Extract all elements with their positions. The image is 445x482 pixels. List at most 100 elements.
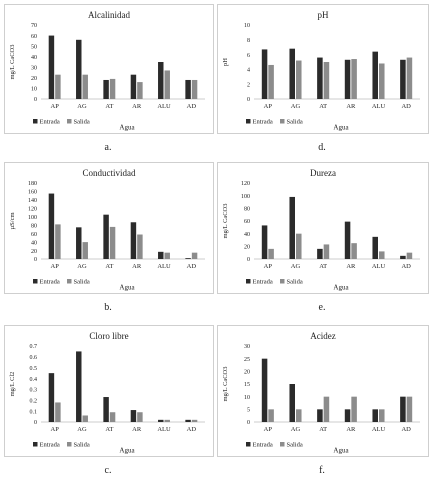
y-axis-label: pH — [222, 58, 229, 66]
bar-salida-at — [109, 412, 116, 422]
bar-entrada-ag — [76, 227, 82, 259]
x-tick-label: AG — [77, 426, 87, 433]
bar-entrada-ap — [48, 35, 55, 99]
y-tick-label: 40 — [31, 240, 37, 246]
chart-title: Alcalinidad — [88, 10, 130, 20]
x-axis-label: Agua — [119, 447, 135, 455]
y-tick-label: 60 — [244, 219, 250, 225]
chart-svg: Alcalinidad mg/L CaCO3 0 10 20 30 40 50 60 70 AP AG… — [9, 10, 205, 132]
x-tick-label: AT — [105, 426, 113, 433]
y-tick-label: 0 — [247, 97, 250, 103]
legend-label: Entrada — [253, 119, 273, 126]
panel-caption: a. — [104, 142, 112, 153]
panel-caption: e. — [318, 302, 326, 313]
y-tick-label: 0.4 — [30, 377, 38, 383]
x-tick-label: AD — [187, 426, 197, 433]
x-tick-label: ALU — [157, 263, 171, 270]
bar-salida-ad — [191, 252, 198, 259]
chart-title: Conductividad — [83, 168, 136, 178]
y-tick-label: 15 — [244, 382, 250, 388]
bar-entrada-at — [103, 397, 109, 422]
legend-swatch — [33, 442, 38, 447]
bar-salida-at — [109, 226, 116, 259]
bar-salida-ar — [137, 234, 143, 259]
legend-label: Entrada — [40, 279, 60, 286]
legend-swatch — [246, 442, 251, 447]
chart-panel-1: Alcalinidad mg/L CaCO3 0 10 20 30 40 50 60 70 AP AG… — [4, 4, 214, 134]
bar-entrada-alu — [158, 419, 164, 422]
bar-entrada-ag — [76, 39, 82, 99]
x-tick-label: AR — [132, 263, 142, 270]
bar-salida-ad — [191, 79, 198, 99]
legend-swatch — [67, 279, 72, 284]
y-tick-label: 140 — [28, 198, 37, 204]
bar-entrada-ad — [400, 396, 406, 422]
chart-title: Dureza — [310, 168, 336, 178]
y-axis-label: mg/L Cl2 — [9, 372, 16, 397]
x-tick-label: AP — [51, 263, 60, 270]
bar-entrada-ap — [261, 49, 268, 99]
bar-salida-ap — [268, 64, 274, 99]
y-tick-label: 70 — [31, 23, 37, 29]
y-tick-label: 20 — [244, 245, 250, 251]
panel-caption: c. — [104, 465, 112, 476]
legend-swatch — [33, 279, 38, 284]
x-tick-label: AP — [51, 426, 60, 433]
x-axis-label: Agua — [333, 124, 349, 132]
x-tick-label: AG — [291, 426, 301, 433]
x-tick-label: AT — [319, 103, 327, 110]
legend-label: Entrada — [40, 119, 60, 126]
x-tick-label: AP — [51, 103, 60, 110]
x-tick-label: AD — [401, 103, 411, 110]
x-tick-label: ALU — [372, 426, 386, 433]
chart-svg: Acidez mg/L CaCO3 0 5 10 15 20 25 30 AP AG AT AR ALU A… — [222, 331, 420, 455]
bar-salida-ar — [137, 82, 143, 99]
bar-entrada-ar — [344, 59, 351, 99]
legend-swatch — [33, 119, 38, 124]
y-axis-label: mg/L CaCO3 — [222, 367, 229, 402]
bar-salida-ap — [55, 402, 61, 422]
bar-salida-at — [323, 244, 330, 259]
x-tick-label: AP — [264, 103, 273, 110]
y-tick-label: 0.6 — [30, 355, 38, 361]
x-axis-label: Agua — [333, 447, 349, 455]
x-tick-label: AR — [346, 426, 356, 433]
y-tick-label: 0 — [34, 420, 37, 426]
bar-entrada-ar — [130, 74, 137, 99]
y-tick-label: 100 — [28, 215, 37, 221]
y-tick-label: 4 — [247, 68, 250, 74]
legend-label: Salida — [74, 442, 90, 449]
x-tick-label: AR — [346, 263, 356, 270]
legend-swatch — [67, 442, 72, 447]
bar-salida-ad — [191, 419, 198, 422]
x-tick-label: AT — [105, 263, 113, 270]
x-tick-label: AP — [264, 426, 273, 433]
bar-entrada-ag — [289, 384, 295, 422]
y-tick-label: 100 — [241, 194, 250, 200]
bar-entrada-ap — [261, 225, 268, 259]
x-tick-label: AT — [105, 103, 113, 110]
y-tick-label: 60 — [31, 232, 37, 238]
x-axis-label: Agua — [119, 284, 135, 292]
y-tick-label: 60 — [31, 34, 37, 40]
bar-entrada-ad — [400, 255, 406, 259]
y-tick-label: 30 — [31, 65, 37, 71]
legend-swatch — [67, 119, 72, 124]
y-axis-label: mg/L CaCO3 — [222, 204, 229, 239]
bar-entrada-at — [317, 57, 323, 99]
y-tick-label: 160 — [28, 190, 37, 196]
bar-entrada-ad — [185, 79, 191, 99]
y-tick-label: 80 — [31, 223, 37, 229]
x-axis-label: Agua — [119, 124, 135, 132]
bar-entrada-ad — [185, 419, 191, 422]
y-tick-label: 2 — [247, 82, 250, 88]
bar-entrada-at — [103, 79, 109, 99]
bar-entrada-ap — [261, 358, 268, 422]
y-tick-label: 10 — [31, 87, 37, 93]
y-tick-label: 10 — [244, 395, 250, 401]
x-tick-label: AP — [264, 263, 273, 270]
bar-salida-at — [323, 396, 330, 422]
y-axis-label: µS/cm — [9, 212, 16, 229]
y-tick-label: 80 — [244, 207, 250, 213]
bar-entrada-alu — [158, 62, 164, 99]
